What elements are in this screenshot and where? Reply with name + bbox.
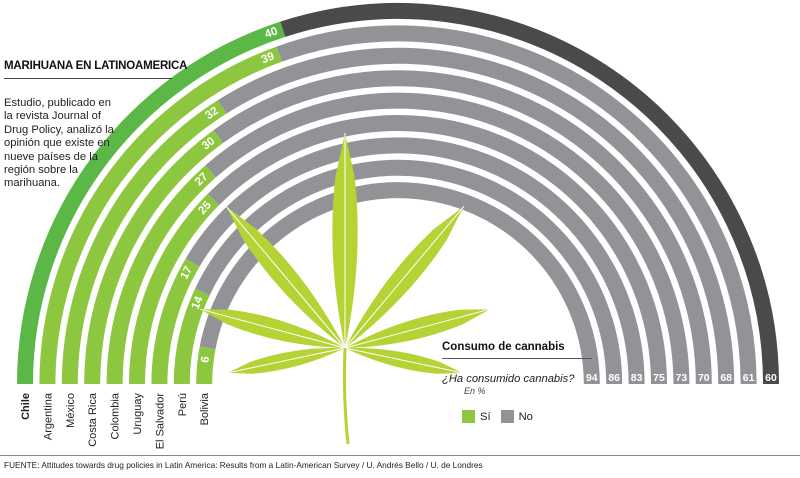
yes-arc-bolivia [196,346,216,385]
no-value-label: 70 [698,372,710,384]
yes-arc-chile [17,21,286,385]
no-arc-bolivia [199,182,600,385]
leaf-stem [342,347,350,445]
yes-value-label: 6 [199,356,212,364]
country-labels: Chile Argentina México Costa Rica Colombia Ur… [20,392,211,449]
no-value-label: 61 [743,372,755,384]
no-arc-chile [280,3,779,385]
cannabis-leaf-icon [199,133,491,445]
country-label-costa-rica: Costa Rica [87,392,99,447]
legend-label-no: No [518,410,533,423]
legend-item-no: No [500,410,533,423]
yes-value-label: 14 [190,294,206,311]
legend-swatch-no [500,410,514,423]
no-arc-argentina [276,25,757,385]
yes-arc-colombia [106,165,216,385]
yes-arc-argentina [39,46,282,385]
country-label-peru: Perú [177,393,189,416]
no-value-label: 86 [608,372,620,384]
country-label-bolivia: Bolivia [199,392,211,425]
chart-description: Estudio, publicado en la revista Journal… [4,97,114,190]
yes-value-label: 32 [203,105,220,122]
no-value-label: 83 [631,372,643,384]
title-divider [4,78,172,79]
yes-arc-mexico [61,100,227,385]
legend-swatch-yes [462,410,475,423]
yes-arc-el-salvador [151,258,200,385]
leaflet-vein [227,347,346,374]
no-value-label: 68 [720,372,732,384]
source-divider [0,455,800,456]
yes-value-label: 39 [260,50,276,66]
chart-title: MARIHUANA EN LATINOAMERICA [4,60,188,72]
legend-unit: En % [464,386,486,396]
legend-label-yes: Sí [480,410,491,423]
leaflet-vein [344,205,465,349]
country-label-uruguay: Uruguay [132,393,144,435]
no-value-label: 75 [653,372,665,384]
source-note: FUENTE: Attitudes towards drug policies … [4,460,483,470]
legend-question: ¿Ha consumido cannabis? [442,373,575,385]
no-value-label: 60 [765,372,777,384]
yes-value-label: 40 [263,25,279,41]
country-label-argentina: Argentina [42,392,54,440]
no-arc-costa-rica [213,70,712,385]
no-arc-mexico [217,47,735,385]
no-arc-el-salvador [185,137,645,385]
no-arc-peru [195,159,623,385]
country-label-colombia: Colombia [110,392,122,439]
leaflet-vein [199,308,346,349]
yes-arc-peru [173,288,210,385]
legend-divider [442,358,592,359]
leaflet-vein [225,205,346,349]
country-label-el-salvador: El Salvador [154,393,166,450]
legend-item-yes: Sí [462,410,491,423]
country-label-chile: Chile [20,393,32,420]
yes-arc-costa-rica [84,130,223,385]
no-value-label: 94 [586,372,598,384]
legend-items: Sí No [462,410,592,423]
legend-title: Consumo de cannabis [442,341,565,353]
yes-arc-uruguay [129,193,220,385]
leaflet-vein [344,308,491,349]
country-label-mexico: México [65,393,77,428]
no-value-label: 73 [676,372,688,384]
legend: Consumo de cannabis ¿Ha consumido cannab… [442,341,592,423]
yes-value-label: 17 [178,265,195,282]
no-arc-colombia [205,92,690,385]
no-arc-uruguay [207,115,667,385]
leaflet-vein [344,347,463,374]
